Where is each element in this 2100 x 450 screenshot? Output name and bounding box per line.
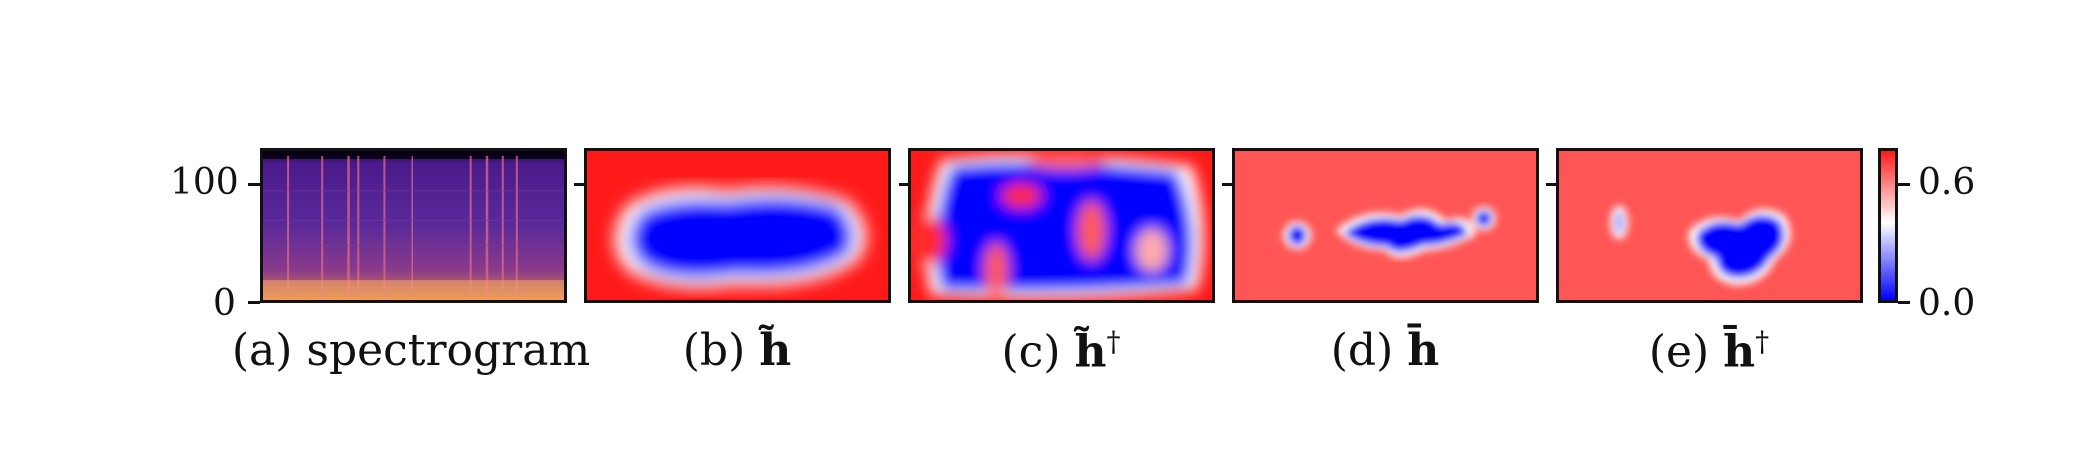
colorbar (1878, 148, 1898, 303)
caption-e-prefix: (e) (1648, 326, 1724, 378)
y-tick-0: 0 (213, 283, 236, 324)
caption-c-prefix: (c) (1001, 326, 1075, 378)
caption-e: (e) h̄† (1649, 325, 1769, 378)
caption-c: (c) h̃† (1002, 325, 1121, 378)
heatmap-panel-e (1556, 148, 1863, 303)
caption-b-symbol: h̃ (759, 325, 792, 376)
y-tick-100: 100 (170, 162, 239, 203)
heatmap-b-image (587, 151, 888, 300)
caption-e-superscript: † (1755, 325, 1770, 358)
caption-a: (a) spectrogram (231, 325, 591, 376)
panel-e-tick (1546, 183, 1556, 186)
caption-d: (d) h̄ (1331, 325, 1439, 376)
caption-c-superscript: † (1106, 325, 1121, 358)
spectrogram-image (263, 151, 564, 300)
y-tick-mark-0 (248, 301, 260, 304)
heatmap-e-image (1559, 151, 1860, 300)
caption-d-prefix: (d) (1330, 325, 1408, 376)
colorbar-tick-00 (1898, 301, 1910, 304)
heatmap-panel-d (1232, 148, 1539, 303)
caption-c-symbol: h̃ (1074, 326, 1107, 378)
heatmap-c-image (911, 151, 1212, 300)
heatmap-panel-b (584, 148, 891, 303)
caption-b-prefix: (b) (682, 325, 760, 376)
caption-e-symbol: h̄ (1723, 326, 1756, 378)
panel-c-tick (899, 183, 909, 186)
colorbar-tick-06 (1898, 183, 1910, 186)
y-tick-mark-100 (248, 183, 260, 186)
heatmap-d-image (1235, 151, 1536, 300)
heatmap-panel-c (908, 148, 1215, 303)
colorbar-label-06: 0.6 (1918, 162, 1976, 203)
caption-b: (b) h̃ (683, 325, 791, 376)
panel-b-tick (574, 183, 584, 186)
panel-d-tick (1222, 183, 1232, 186)
caption-d-symbol: h̄ (1407, 325, 1440, 376)
spectrogram-panel (260, 148, 567, 303)
colorbar-label-00: 0.0 (1918, 283, 1976, 324)
